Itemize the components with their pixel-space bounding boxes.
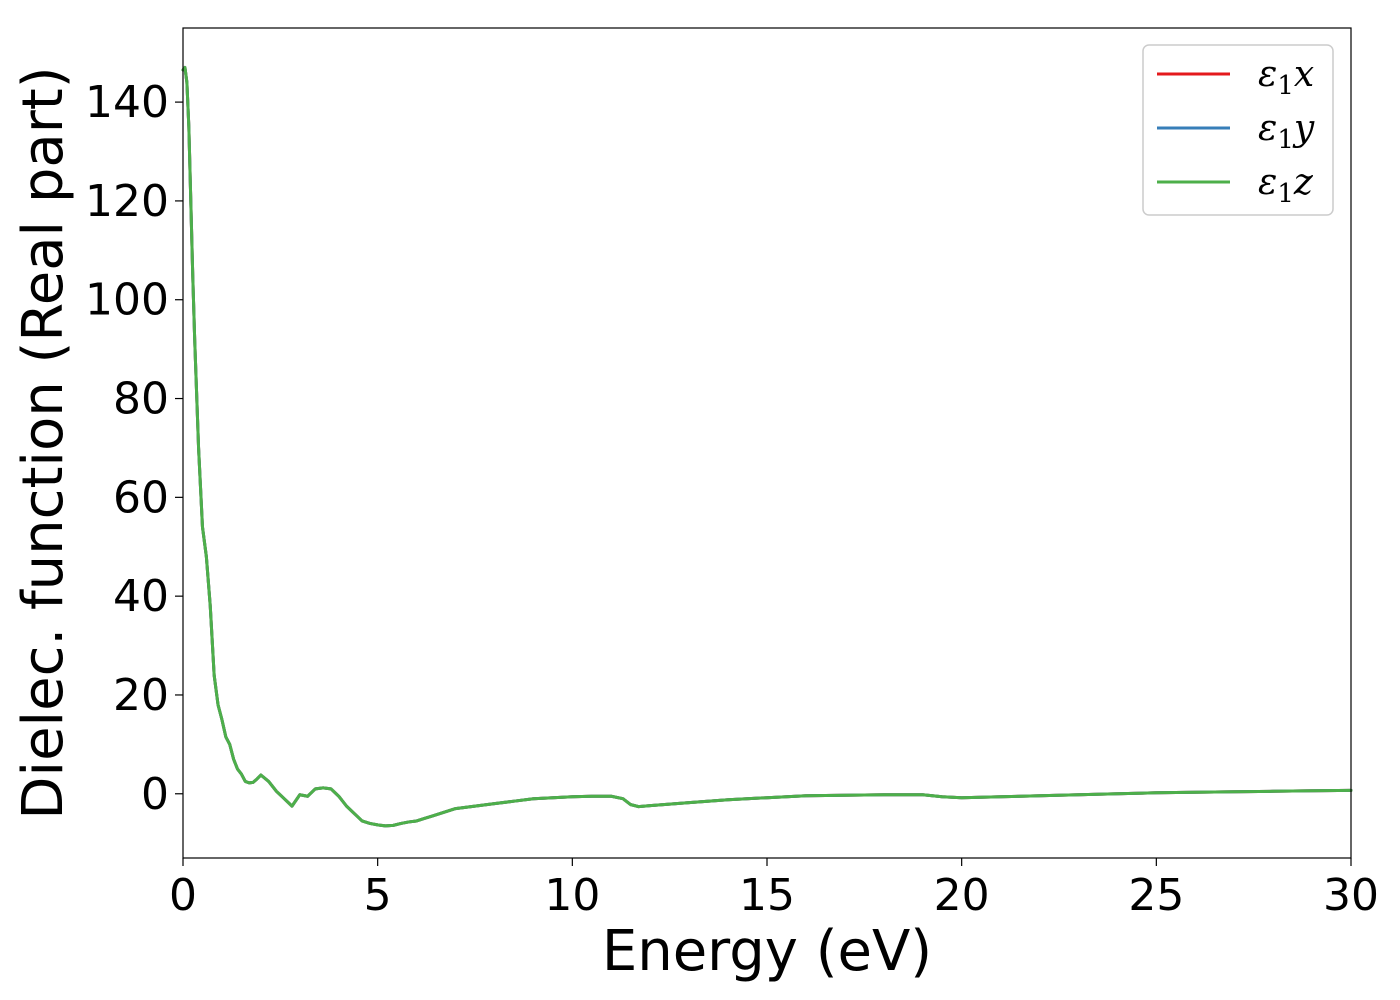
x-axis-label: Energy (eV) — [602, 919, 932, 984]
y-tick-label: 140 — [85, 77, 169, 128]
legend-items: ε1x ε1y ε1z — [1157, 54, 1315, 209]
y-tick-label: 80 — [113, 374, 169, 425]
legend-label: ε1x — [1258, 54, 1314, 101]
y-tick-label: 20 — [113, 670, 169, 721]
x-tick-label: 0 — [169, 870, 197, 921]
x-axis-ticks: 0 5 10 15 20 25 30 — [169, 858, 1379, 921]
y-tick-label: 100 — [85, 275, 169, 326]
y-tick-label: 0 — [141, 769, 169, 820]
legend-label: ε1y — [1258, 108, 1315, 155]
x-tick-label: 10 — [544, 870, 600, 921]
x-tick-label: 20 — [934, 870, 990, 921]
y-tick-label: 40 — [113, 571, 169, 622]
series-layer — [181, 66, 1353, 828]
y-tick-label: 120 — [85, 176, 169, 227]
x-tick-label: 15 — [739, 870, 795, 921]
y-axis-ticks: 0 20 40 60 80 100 120 140 — [85, 77, 183, 820]
x-tick-label: 5 — [364, 870, 392, 921]
series-line-3 — [181, 66, 1353, 828]
legend: ε1x ε1y ε1z — [1142, 44, 1334, 216]
legend-box — [1142, 44, 1334, 216]
legend-label: ε1z — [1258, 162, 1314, 209]
x-tick-label: 30 — [1323, 870, 1379, 921]
x-tick-label: 25 — [1128, 870, 1184, 921]
y-tick-label: 60 — [113, 472, 169, 523]
y-axis-label: Dielec. function (Real part) — [11, 66, 76, 819]
